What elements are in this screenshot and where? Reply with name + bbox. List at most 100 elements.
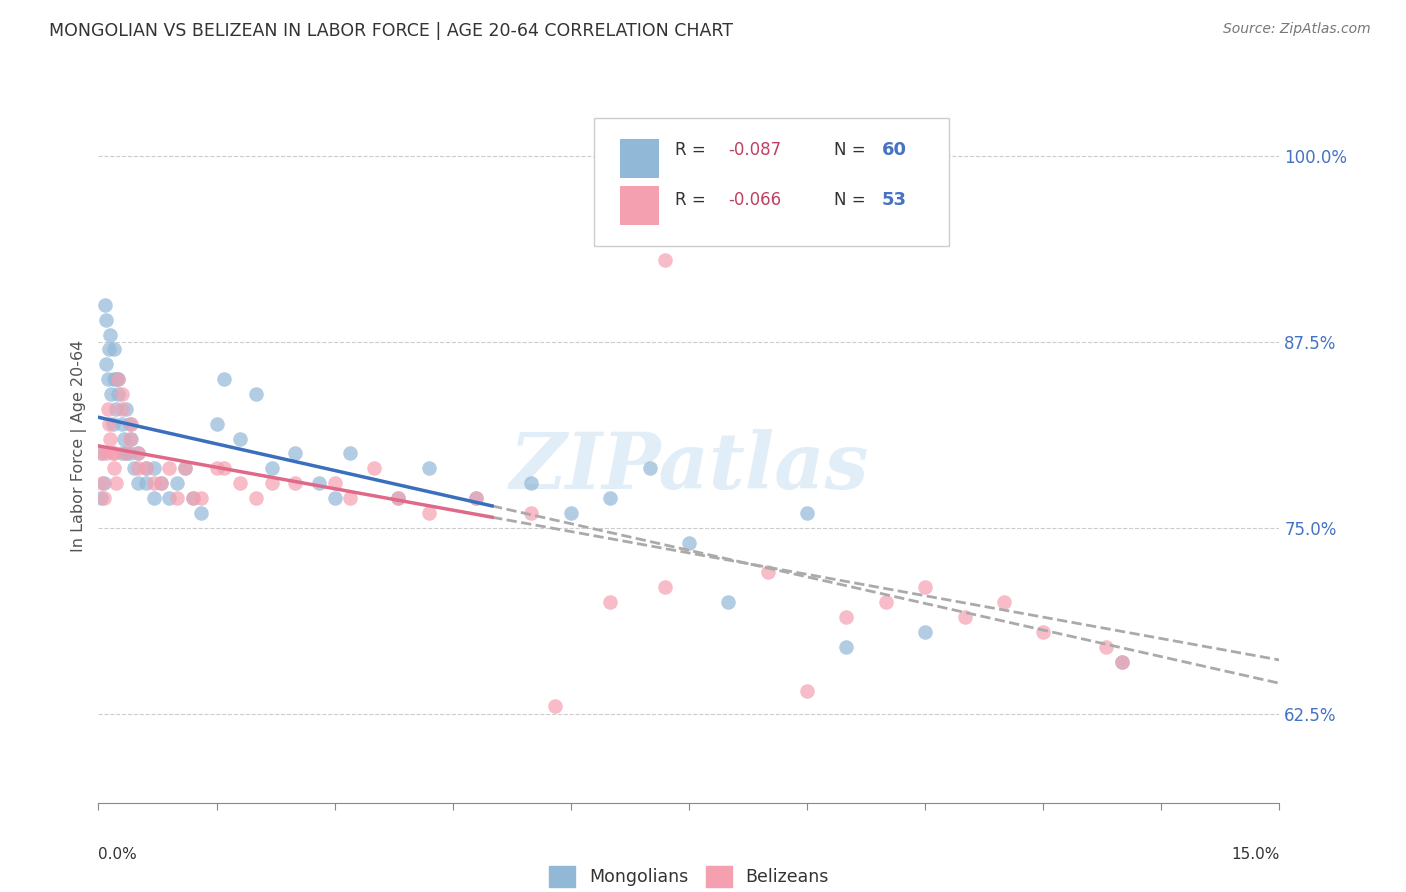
Point <box>118 446 141 460</box>
Point <box>520 506 543 520</box>
Point <box>520 476 543 491</box>
Point <box>339 491 361 505</box>
Point <box>111 417 134 431</box>
Point <box>418 461 440 475</box>
Point <box>678 535 700 549</box>
Point <box>599 223 621 237</box>
Point <box>323 476 346 491</box>
Point <box>465 491 488 505</box>
Point <box>717 595 740 609</box>
Point <box>150 476 173 491</box>
Point <box>142 461 165 475</box>
Point <box>1032 624 1054 639</box>
Point <box>111 446 134 460</box>
Point <box>190 506 212 520</box>
Point <box>418 506 440 520</box>
Point <box>97 401 120 416</box>
Point <box>245 387 267 401</box>
Point <box>260 461 283 475</box>
Point <box>104 401 127 416</box>
Point <box>205 461 228 475</box>
Point <box>993 595 1015 609</box>
Point <box>127 446 149 460</box>
Legend: Mongolians, Belizeans: Mongolians, Belizeans <box>543 859 835 892</box>
Point <box>96 446 118 460</box>
Point <box>914 624 936 639</box>
Point <box>121 432 143 446</box>
Point <box>387 491 409 505</box>
Point <box>97 372 120 386</box>
Y-axis label: In Labor Force | Age 20-64: In Labor Force | Age 20-64 <box>72 340 87 552</box>
Point <box>181 491 204 505</box>
Point <box>103 461 125 475</box>
Point <box>91 446 114 460</box>
Point <box>107 387 129 401</box>
Text: 15.0%: 15.0% <box>1232 847 1279 863</box>
Point <box>101 417 124 431</box>
Point <box>166 476 188 491</box>
Point <box>127 461 149 475</box>
Point <box>91 476 114 491</box>
Point <box>97 343 120 357</box>
Point <box>96 357 118 371</box>
Point <box>756 566 779 580</box>
Point <box>118 432 141 446</box>
Point <box>599 491 621 505</box>
Text: N =: N = <box>834 191 872 209</box>
Point <box>121 417 143 431</box>
Point <box>90 491 112 505</box>
Point <box>100 387 122 401</box>
Point <box>914 580 936 594</box>
Point <box>284 476 307 491</box>
Point <box>835 610 858 624</box>
Point <box>135 461 157 475</box>
Point <box>98 327 121 342</box>
Point <box>181 491 204 505</box>
Point <box>97 417 120 431</box>
Text: -0.066: -0.066 <box>728 191 782 209</box>
Text: ZIPatlas: ZIPatlas <box>509 429 869 506</box>
Point <box>953 610 976 624</box>
Point <box>229 476 252 491</box>
Text: 60: 60 <box>882 141 907 159</box>
Text: -0.087: -0.087 <box>728 141 782 159</box>
Point <box>1111 655 1133 669</box>
Bar <box>620 139 659 178</box>
Point <box>115 446 138 460</box>
Text: Source: ZipAtlas.com: Source: ZipAtlas.com <box>1223 22 1371 37</box>
Point <box>1095 640 1118 654</box>
Point <box>96 312 118 326</box>
Point <box>260 476 283 491</box>
Point <box>103 446 125 460</box>
Point <box>323 491 346 505</box>
Point <box>339 446 361 460</box>
Point <box>465 491 488 505</box>
Point <box>229 432 252 446</box>
Point <box>135 461 157 475</box>
Point <box>308 476 330 491</box>
Point <box>1111 655 1133 669</box>
Point <box>142 491 165 505</box>
Point <box>157 461 180 475</box>
Point <box>214 461 236 475</box>
Text: N =: N = <box>834 141 872 159</box>
Point <box>796 506 818 520</box>
Point <box>135 476 157 491</box>
Point <box>104 372 127 386</box>
Point <box>115 446 138 460</box>
Point <box>796 684 818 698</box>
Point <box>157 491 180 505</box>
Point <box>544 699 567 714</box>
Point <box>599 595 621 609</box>
Point <box>560 506 582 520</box>
Point <box>111 387 134 401</box>
Point <box>103 372 125 386</box>
Text: 53: 53 <box>882 191 907 209</box>
Point <box>205 417 228 431</box>
Point <box>284 446 307 460</box>
Point <box>107 372 129 386</box>
Point <box>174 461 197 475</box>
Point <box>90 446 112 460</box>
Point <box>93 476 115 491</box>
Point <box>835 640 858 654</box>
